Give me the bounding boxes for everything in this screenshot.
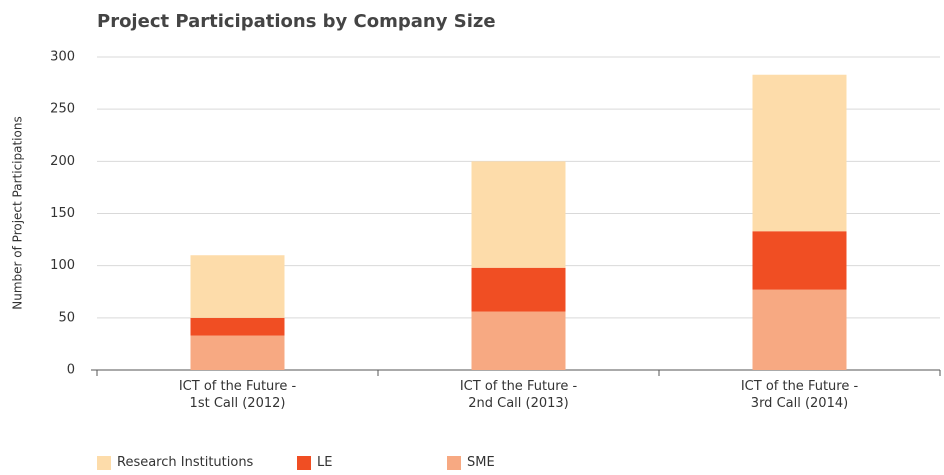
y-tick-label: 200: [50, 154, 75, 169]
y-tick-label: 250: [50, 102, 75, 117]
bar-segment: [752, 289, 847, 370]
x-tick-label: ICT of the Future - 1st Call (2012): [178, 379, 297, 411]
x-tick-label: ICT of the Future - 2nd Call (2013): [459, 379, 578, 411]
bar-segment: [471, 161, 566, 268]
y-tick-label: 300: [50, 50, 75, 65]
x-tick-label: ICT of the Future - 3rd Call (2014): [740, 379, 859, 411]
legend-label: LE: [317, 455, 333, 470]
legend-swatch: [97, 456, 111, 470]
chart-title: Project Participations by Company Size: [97, 11, 496, 32]
bar-segment: [190, 255, 285, 318]
bar-segment: [190, 317, 285, 336]
y-tick-label: 150: [50, 206, 75, 221]
bar-segment: [471, 267, 566, 312]
bar-segment: [752, 231, 847, 290]
bar-segment: [190, 335, 285, 370]
legend-swatch: [447, 456, 461, 470]
y-tick-label: 0: [67, 363, 75, 378]
y-tick-label: 100: [50, 258, 75, 273]
legend-label: Research Institutions: [117, 455, 254, 470]
legend-swatch: [297, 456, 311, 470]
bar-segment: [752, 74, 847, 232]
y-tick-label: 50: [58, 310, 75, 325]
y-axis-title: Number of Project Participations: [11, 116, 25, 309]
legend-label: SME: [467, 455, 495, 470]
bar-segment: [471, 311, 566, 370]
